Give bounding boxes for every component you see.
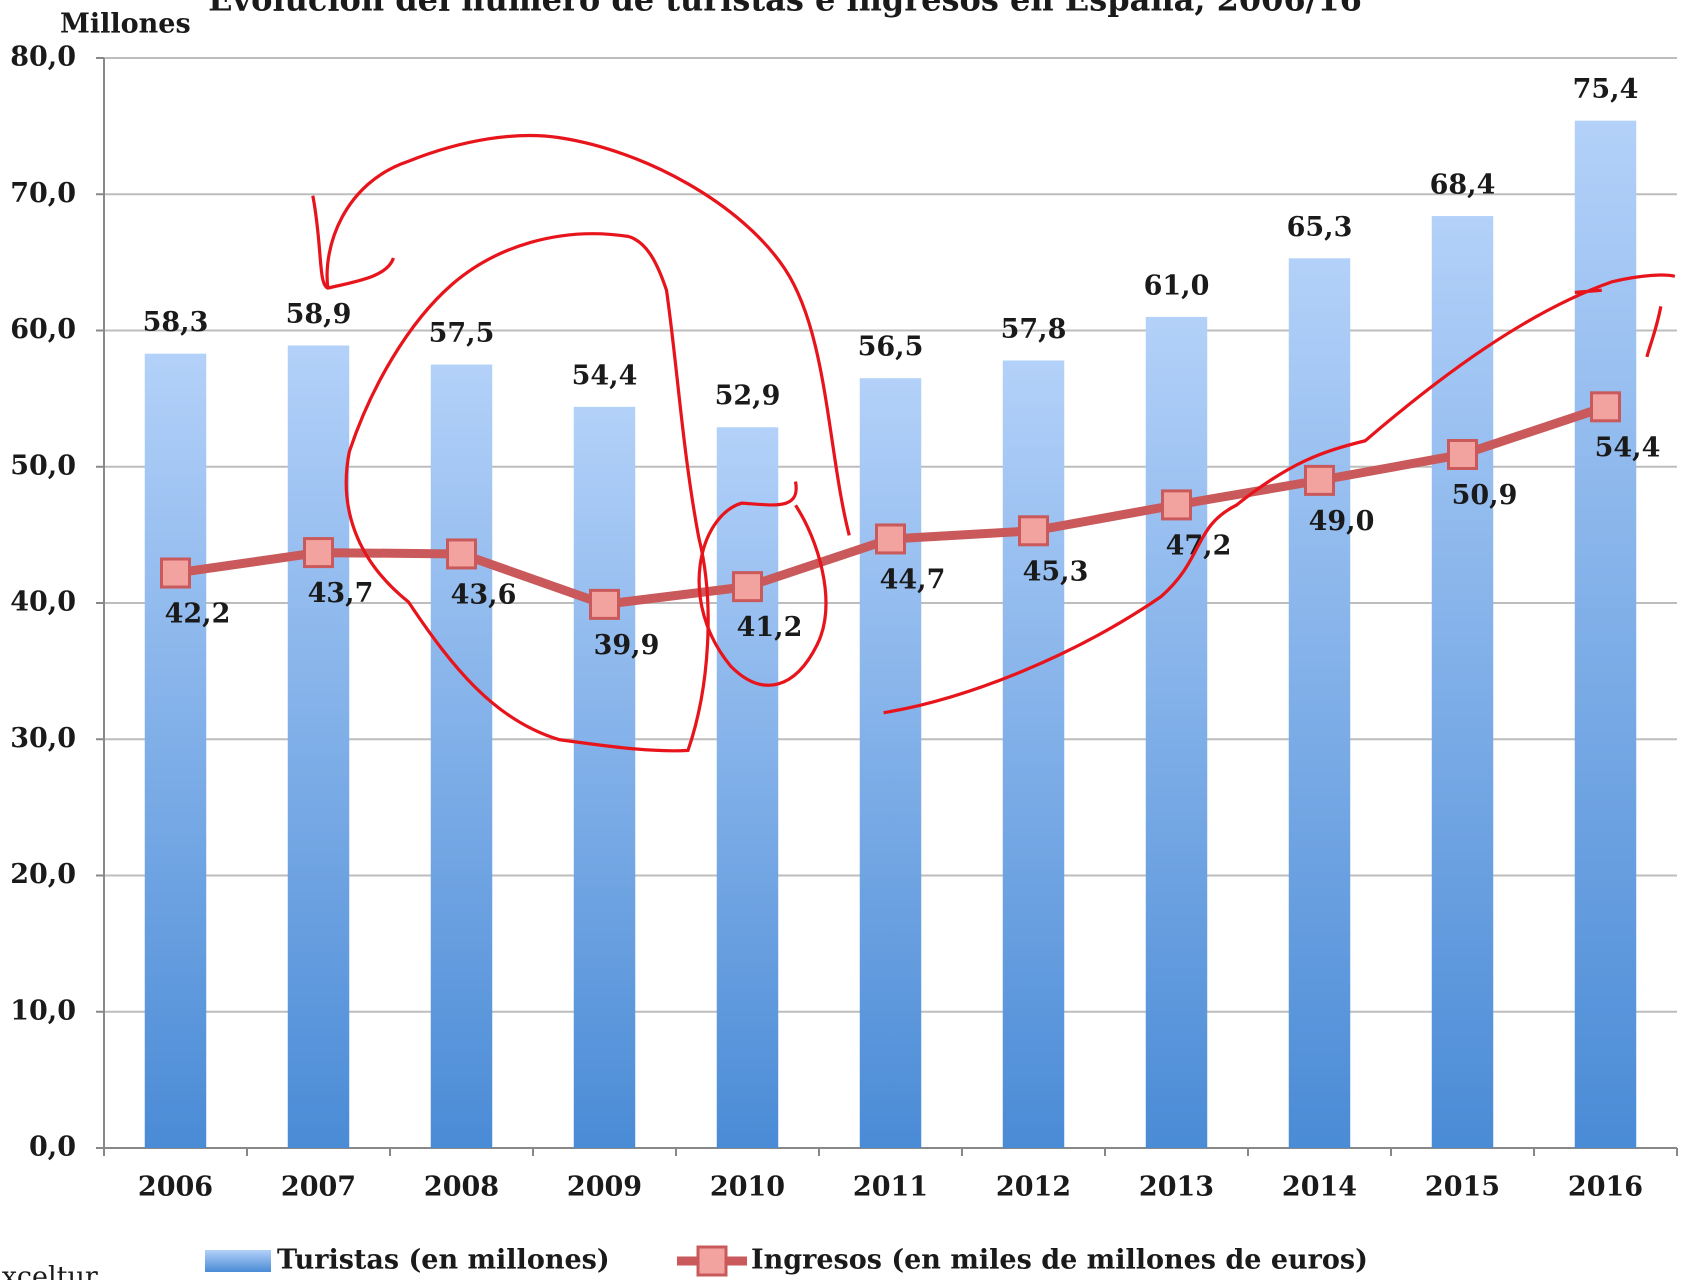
- legend-swatch-marker: [696, 1245, 728, 1277]
- line-value-label: 54,4: [1595, 432, 1661, 463]
- legend-label: Turistas (en millones): [277, 1245, 610, 1276]
- x-tick-label: 2016: [1568, 1172, 1643, 1203]
- y-axis-label: Millones: [60, 9, 191, 40]
- line-value-label: 42,2: [165, 599, 231, 630]
- scribble: [697, 481, 828, 687]
- line-marker: [875, 523, 906, 555]
- bar-value-label: 68,4: [1430, 170, 1496, 201]
- bar: [1002, 360, 1065, 1149]
- line-value-label: 50,9: [1452, 480, 1518, 511]
- line-value-label: 43,6: [451, 579, 517, 610]
- x-tick-label: 2012: [996, 1172, 1071, 1203]
- x-tick-label: 2015: [1425, 1172, 1500, 1203]
- bar-value-label: 56,5: [858, 332, 924, 363]
- scribble: [883, 273, 1676, 715]
- line-marker: [1590, 391, 1621, 423]
- bar-value-label: 57,5: [429, 318, 495, 349]
- scribble: [344, 232, 710, 753]
- line-marker: [1161, 489, 1192, 521]
- y-tick-label: 60,0: [10, 314, 76, 345]
- bar: [1288, 258, 1351, 1149]
- x-tick-label: 2013: [1139, 1172, 1214, 1203]
- line-value-label: 49,0: [1309, 506, 1375, 537]
- x-tick-label: 2008: [424, 1172, 499, 1203]
- x-tick-label: 2014: [1282, 1172, 1357, 1203]
- y-tick-label: 80,0: [10, 42, 76, 73]
- y-tick-label: 70,0: [10, 178, 76, 209]
- line-marker: [1447, 438, 1478, 470]
- line-value-label: 44,7: [880, 564, 946, 595]
- bar-value-label: 65,3: [1287, 212, 1353, 243]
- line-value-label: 41,2: [737, 612, 803, 643]
- x-tick-label: 2010: [710, 1172, 785, 1203]
- line-marker: [303, 537, 334, 569]
- line-value-label: 45,3: [1023, 556, 1089, 587]
- y-tick-label: 50,0: [10, 450, 76, 481]
- bar: [1574, 120, 1637, 1148]
- line-marker: [732, 571, 763, 603]
- line-marker: [160, 557, 191, 589]
- bar: [144, 353, 207, 1149]
- y-tick-label: 0,0: [29, 1132, 76, 1163]
- line-marker: [1018, 515, 1049, 547]
- bar-value-label: 61,0: [1144, 270, 1210, 301]
- x-tick-label: 2011: [853, 1172, 928, 1203]
- bar-value-label: 52,9: [715, 381, 781, 412]
- bar: [1431, 216, 1494, 1149]
- y-tick-label: 20,0: [10, 859, 76, 890]
- line-value-label: 39,9: [594, 630, 660, 661]
- y-tick-label: 10,0: [10, 995, 76, 1026]
- y-tick-label: 30,0: [10, 723, 76, 754]
- bar-value-label: 58,9: [286, 299, 352, 330]
- x-tick-label: 2006: [138, 1172, 213, 1203]
- bar-value-label: 54,4: [572, 360, 638, 391]
- plot: 0,0 10,0 20,0 30,0 40,0 50,0 60,0 70,0 80,0 2006 2…: [10, 42, 1678, 1203]
- line-value-label: 43,7: [308, 578, 374, 609]
- bar-value-label: 75,4: [1573, 74, 1639, 105]
- bar: [1145, 316, 1208, 1148]
- bar: [430, 364, 493, 1148]
- annotations: [311, 133, 1676, 753]
- line-marker: [446, 538, 477, 570]
- bar-value-label: 57,8: [1001, 314, 1067, 345]
- chart-title: Evolución del número de turistas e ingre…: [208, 0, 1362, 19]
- x-tick-label: 2009: [567, 1172, 642, 1203]
- x-tick-label: 2007: [281, 1172, 356, 1203]
- bar: [716, 427, 779, 1148]
- line-marker: [589, 588, 620, 620]
- scribble: [311, 133, 851, 536]
- bar-value-label: 58,3: [143, 307, 209, 338]
- source: Exceltur: [0, 1262, 98, 1280]
- bar: [573, 406, 636, 1148]
- y-tick-label: 40,0: [10, 587, 76, 618]
- legend-label: Ingresos (en miles de millones de euros): [751, 1245, 1368, 1276]
- bar: [859, 378, 922, 1148]
- legend-swatch: [205, 1250, 271, 1272]
- bar: [287, 345, 350, 1148]
- line-marker: [1304, 464, 1335, 496]
- legend: Turistas (en millones) Ingresos (en miles…: [205, 1245, 1368, 1277]
